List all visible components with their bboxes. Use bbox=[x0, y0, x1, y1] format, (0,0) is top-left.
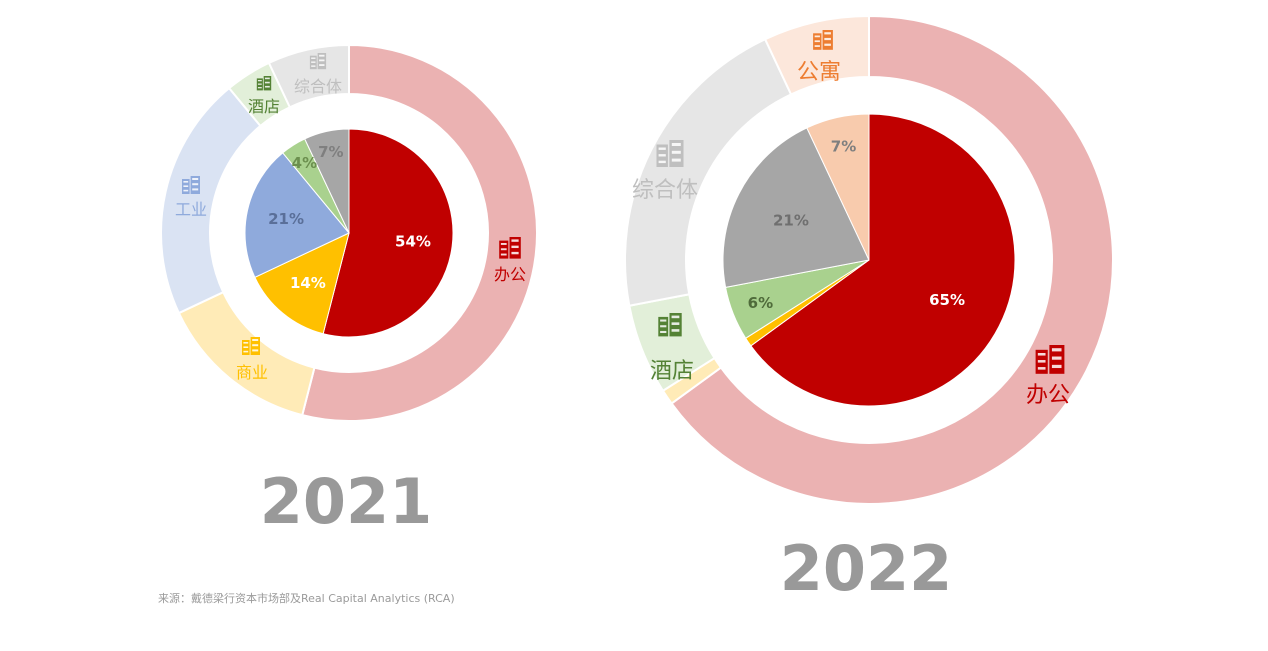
pct-label-industrial: 21% bbox=[268, 210, 304, 228]
category-label-apartment: 公寓 bbox=[797, 60, 841, 85]
pct-label-office: 54% bbox=[395, 232, 431, 250]
category-label-hotel: 酒店 bbox=[650, 359, 694, 384]
category-label-retail: 商业 bbox=[236, 363, 268, 382]
pct-label-hotel: 6% bbox=[748, 294, 773, 312]
hotel-building-icon bbox=[658, 313, 682, 337]
hotel-building-icon bbox=[256, 76, 272, 91]
pie-slice-retail bbox=[254, 232, 350, 335]
source-note: 来源：戴德梁行资本市场部及Real Capital Analytics (RCA… bbox=[158, 592, 455, 605]
outer-ring-apartment bbox=[763, 14, 870, 96]
category-label-mixed: 综合体 bbox=[632, 178, 698, 203]
industrial-building-icon bbox=[182, 176, 200, 194]
pie-slice-office bbox=[750, 113, 1016, 407]
category-label-mixed: 综合体 bbox=[294, 77, 342, 96]
pie-slice-mixed bbox=[304, 128, 350, 234]
year-label: 2021 bbox=[260, 465, 433, 538]
pct-label-office: 65% bbox=[929, 291, 965, 309]
pct-label-apartment: 7% bbox=[831, 137, 856, 155]
pct-label-hotel: 4% bbox=[292, 154, 317, 172]
donut-chart-2022: 65% 6% 21% 7% 办公 酒店 综合体 公寓 2022 bbox=[624, 14, 1114, 605]
office-building-icon bbox=[1035, 345, 1065, 374]
pct-label-mixed: 7% bbox=[318, 143, 343, 161]
office-building-icon bbox=[499, 237, 521, 259]
pie-slice-industrial bbox=[244, 152, 350, 278]
pie-slice-apartment bbox=[806, 113, 870, 261]
outer-ring-office bbox=[670, 14, 1114, 505]
category-label-office: 办公 bbox=[494, 265, 526, 284]
pie-slice-office bbox=[322, 128, 454, 338]
outer-ring-mixed bbox=[267, 43, 350, 109]
category-label-office: 办公 bbox=[1026, 383, 1070, 408]
outer-ring-office bbox=[301, 43, 538, 422]
pie-slice-mixed bbox=[722, 127, 870, 288]
category-label-industrial: 工业 bbox=[175, 200, 207, 219]
mixed-building-icon bbox=[309, 53, 327, 70]
retail-building-icon bbox=[242, 337, 260, 355]
category-label-hotel: 酒店 bbox=[248, 97, 280, 116]
mixed-building-icon bbox=[656, 140, 684, 167]
pct-label-mixed: 21% bbox=[773, 211, 809, 229]
year-label: 2022 bbox=[780, 532, 953, 605]
pct-label-retail: 14% bbox=[290, 274, 326, 292]
apartment-building-icon bbox=[813, 30, 833, 50]
